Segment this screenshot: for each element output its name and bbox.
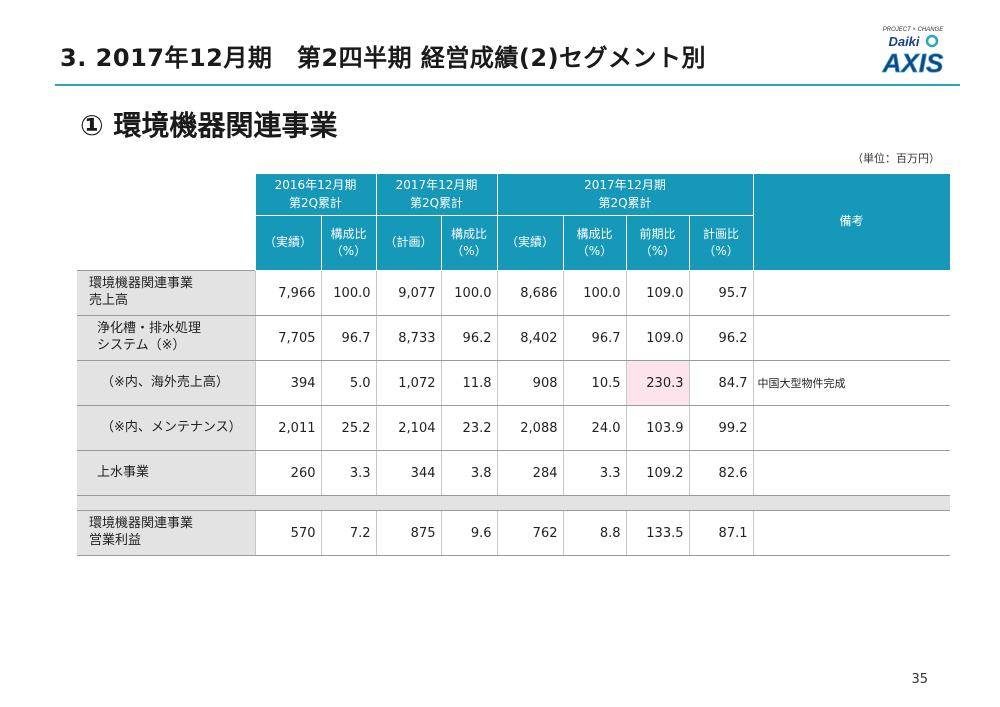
subheader-actual-2017: （実績） [496,215,564,271]
value-cell: 570 [254,510,322,556]
value-cell: 109.2 [625,450,690,496]
spacer-row [77,495,950,511]
value-cell: 103.9 [625,405,690,451]
value-cell: 1,072 [375,360,442,406]
logo-brand: Daiki [888,34,919,49]
table-row: （※内、メンテナンス） 2,011 25.2 2,104 23.2 2,088 24.0 10… [77,405,950,451]
title-divider [55,84,960,86]
row-label: （※内、メンテナンス） [77,405,256,451]
subheader-ratio-plan-2017: 構成比 （%） [440,215,498,271]
value-cell: 96.2 [440,315,498,361]
header-blank-cell [77,173,255,271]
value-cell: 109.0 [625,270,690,316]
note-cell: 中国大型物件完成 [752,360,950,406]
value-cell: 99.2 [688,405,754,451]
table-row: 環境機器関連事業 営業利益 570 7.2 875 9.6 762 8.8 133.5 87.1 [77,510,950,556]
page-title: 3. 2017年12月期 第2四半期 経営成績(2)セグメント別 [60,44,707,72]
section-title: ① 環境機器関連事業 [80,109,338,142]
table-row: 環境機器関連事業 売上高 7,966 100.0 9,077 100.0 8,686 100… [77,270,950,316]
value-cell: 23.2 [440,405,498,451]
subheader-yoy: 前期比 （%） [625,215,690,271]
segment-results-table: 2016年12月期 第2Q累計 2017年12月期 第2Q累計 2017年12月… [77,173,951,556]
header-2017-h1-plan: 2017年12月期 第2Q累計 [375,173,498,216]
header-2017-h1-actual: 2017年12月期 第2Q累計 [496,173,754,216]
value-cell: 100.0 [320,270,377,316]
row-label: 上水事業 [77,450,256,496]
value-cell: 7,966 [254,270,322,316]
header-note: 備考 [752,173,951,271]
value-cell: 24.0 [562,405,627,451]
value-cell: 230.3 [625,360,690,406]
value-cell: 9,077 [375,270,442,316]
note-cell [752,450,950,496]
value-cell: 7.2 [320,510,377,556]
value-cell: 284 [496,450,564,496]
value-cell: 2,088 [496,405,564,451]
row-label: （※内、海外売上高） [77,360,256,406]
unit-label: （単位：百万円） [852,152,940,165]
value-cell: 394 [254,360,322,406]
value-cell: 95.7 [688,270,754,316]
table-row: 浄化槽・排水処理 システム（※） 7,705 96.7 8,733 96.2 8,402 9… [77,315,950,361]
value-cell: 133.5 [625,510,690,556]
value-cell: 96.7 [320,315,377,361]
value-cell: 82.6 [688,450,754,496]
spacer-cell [77,495,950,511]
row-label: 浄化槽・排水処理 システム（※） [77,315,256,361]
value-cell: 10.5 [562,360,627,406]
value-cell: 96.7 [562,315,627,361]
page-number: 35 [911,672,928,687]
logo-tagline: PROJECT × CHANGE [883,27,945,33]
value-cell: 260 [254,450,322,496]
value-cell: 2,011 [254,405,322,451]
subheader-plan-2017: （計画） [375,215,442,271]
value-cell: 3.8 [440,450,498,496]
value-cell: 109.0 [625,315,690,361]
value-cell: 96.2 [688,315,754,361]
daiki-axis-logo: PROJECT × CHANGE Daiki AXIS [858,22,968,80]
value-cell: 8.8 [562,510,627,556]
value-cell: 2,104 [375,405,442,451]
value-cell: 9.6 [440,510,498,556]
value-cell: 875 [375,510,442,556]
value-cell: 5.0 [320,360,377,406]
value-cell: 25.2 [320,405,377,451]
value-cell: 11.8 [440,360,498,406]
value-cell: 100.0 [562,270,627,316]
value-cell: 344 [375,450,442,496]
value-cell: 8,733 [375,315,442,361]
row-label: 環境機器関連事業 売上高 [77,270,256,316]
value-cell: 87.1 [688,510,754,556]
subheader-ratio-2016: 構成比 （%） [320,215,377,271]
row-label: 環境機器関連事業 営業利益 [77,510,256,556]
value-cell: 3.3 [562,450,627,496]
value-cell: 7,705 [254,315,322,361]
note-cell [752,270,950,316]
header-2016-h1-actual: 2016年12月期 第2Q累計 [254,173,377,216]
value-cell: 8,686 [496,270,564,316]
subheader-actual-2016: （実績） [254,215,322,271]
note-cell [752,315,950,361]
value-cell: 84.7 [688,360,754,406]
note-cell [752,405,950,451]
value-cell: 908 [496,360,564,406]
value-cell: 8,402 [496,315,564,361]
subheader-vs-plan: 計画比 （%） [688,215,754,271]
value-cell: 100.0 [440,270,498,316]
subheader-ratio-2017: 構成比 （%） [562,215,627,271]
logo-name: AXIS [882,48,944,78]
note-cell [752,510,950,556]
table-row: （※内、海外売上高） 394 5.0 1,072 11.8 908 10.5 230.3 84.… [77,360,950,406]
table-row: 上水事業 260 3.3 344 3.8 284 3.3 109.2 82.6 [77,450,950,496]
value-cell: 762 [496,510,564,556]
value-cell: 3.3 [320,450,377,496]
